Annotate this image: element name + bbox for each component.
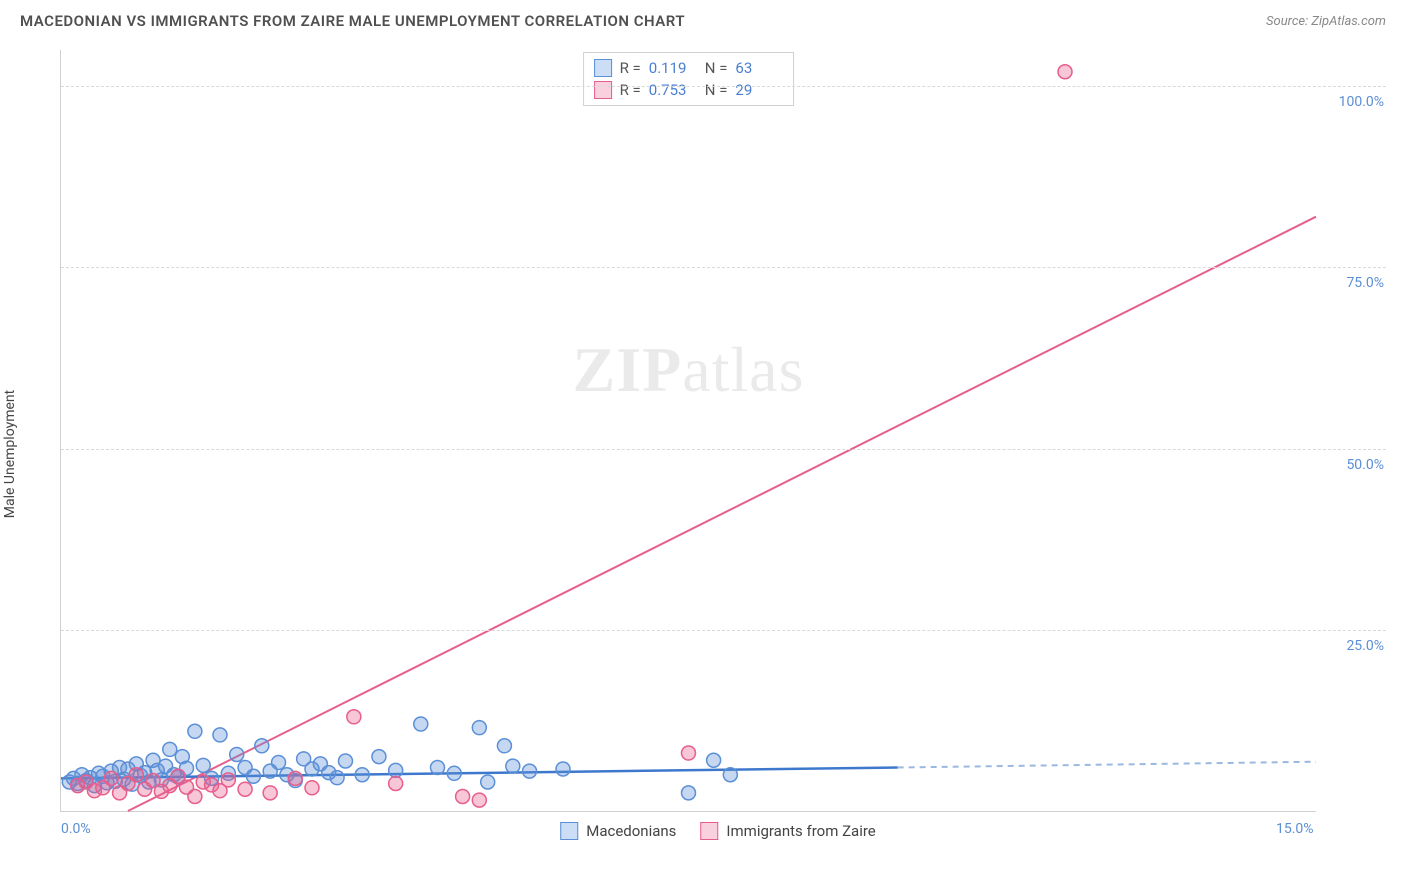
y-axis-label: Male Unemployment <box>2 390 18 518</box>
legend-label-a: Macedonians <box>586 822 676 840</box>
point-series-a <box>481 775 495 789</box>
chart-title: MACEDONIAN VS IMMIGRANTS FROM ZAIRE MALE… <box>20 12 685 30</box>
stat-r-value-b: 0.753 <box>649 81 697 99</box>
source-attribution: Source: ZipAtlas.com <box>1266 14 1386 29</box>
point-series-b <box>221 773 235 787</box>
point-series-a <box>255 739 269 753</box>
point-series-a <box>213 728 227 742</box>
point-series-b <box>288 771 302 785</box>
point-series-a <box>707 753 721 767</box>
point-series-b <box>263 786 277 800</box>
point-series-a <box>556 762 570 776</box>
point-series-b <box>1058 65 1072 79</box>
y-tick-label: 50.0% <box>1324 457 1384 473</box>
stat-r-value-a: 0.119 <box>649 59 697 77</box>
legend-item-b: Immigrants from Zaire <box>700 822 875 840</box>
x-tick-label: 0.0% <box>61 821 91 837</box>
point-series-b <box>347 710 361 724</box>
stat-r-label: R = <box>620 59 641 77</box>
point-series-a <box>682 786 696 800</box>
gridline <box>61 630 1386 631</box>
trend-line-a-dashed <box>898 762 1316 768</box>
legend-label-b: Immigrants from Zaire <box>726 822 875 840</box>
stat-n-label: N = <box>705 81 728 99</box>
point-series-a <box>272 755 286 769</box>
swatch-series-a-icon <box>560 822 578 840</box>
point-series-b <box>129 768 143 782</box>
y-tick-label: 25.0% <box>1324 638 1384 654</box>
point-series-b <box>238 782 252 796</box>
point-series-a <box>447 766 461 780</box>
y-tick-label: 75.0% <box>1324 275 1384 291</box>
swatch-series-b-icon <box>594 81 612 99</box>
stat-n-label: N = <box>705 59 728 77</box>
point-series-b <box>456 790 470 804</box>
point-series-a <box>355 768 369 782</box>
stats-box: R = 0.119 N = 63 R = 0.753 N = 29 <box>583 52 795 106</box>
point-series-a <box>372 750 386 764</box>
stats-row-b: R = 0.753 N = 29 <box>594 79 784 101</box>
point-series-a <box>196 758 210 772</box>
trend-line-b <box>128 217 1316 811</box>
stat-n-value-b: 29 <box>735 81 783 99</box>
point-series-b <box>472 793 486 807</box>
stats-row-a: R = 0.119 N = 63 <box>594 57 784 79</box>
stat-r-label: R = <box>620 81 641 99</box>
point-series-b <box>682 746 696 760</box>
point-series-a <box>230 747 244 761</box>
point-series-a <box>431 761 445 775</box>
chart-area: ZIPatlas R = 0.119 N = 63 R = 0.753 N = … <box>50 50 1386 842</box>
plot-svg <box>61 50 1316 811</box>
swatch-series-b-icon <box>700 822 718 840</box>
point-series-a <box>330 771 344 785</box>
stat-n-value-a: 63 <box>735 59 783 77</box>
point-series-b <box>305 781 319 795</box>
plot-area: ZIPatlas R = 0.119 N = 63 R = 0.753 N = … <box>60 50 1316 812</box>
gridline <box>61 86 1386 87</box>
point-series-a <box>338 754 352 768</box>
point-series-b <box>188 790 202 804</box>
point-series-a <box>389 763 403 777</box>
point-series-b <box>389 776 403 790</box>
point-series-a <box>472 721 486 735</box>
point-series-a <box>414 717 428 731</box>
point-series-a <box>246 769 260 783</box>
point-series-a <box>497 739 511 753</box>
point-series-b <box>104 771 118 785</box>
swatch-series-a-icon <box>594 59 612 77</box>
gridline <box>61 267 1386 268</box>
gridline <box>61 449 1386 450</box>
point-series-a <box>188 724 202 738</box>
point-series-a <box>723 768 737 782</box>
y-tick-label: 100.0% <box>1324 94 1384 110</box>
x-tick-label: 15.0% <box>1276 821 1314 837</box>
bottom-legend: Macedonians Immigrants from Zaire <box>560 822 876 840</box>
point-series-a <box>523 764 537 778</box>
point-series-a <box>163 742 177 756</box>
legend-item-a: Macedonians <box>560 822 676 840</box>
point-series-a <box>506 759 520 773</box>
